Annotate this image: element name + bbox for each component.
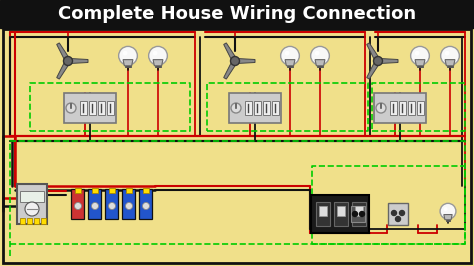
Polygon shape xyxy=(415,60,425,66)
Bar xyxy=(287,65,293,68)
Bar xyxy=(126,188,132,193)
Polygon shape xyxy=(285,60,295,66)
Circle shape xyxy=(231,103,241,113)
Bar xyxy=(27,218,32,224)
Circle shape xyxy=(445,51,449,56)
Bar xyxy=(408,101,415,115)
Bar xyxy=(41,218,46,224)
Bar xyxy=(155,65,161,68)
Circle shape xyxy=(230,56,239,65)
Bar xyxy=(0,0,474,28)
Circle shape xyxy=(440,203,456,219)
Circle shape xyxy=(353,211,357,217)
Bar xyxy=(229,93,281,123)
Circle shape xyxy=(376,103,386,113)
Polygon shape xyxy=(57,61,69,79)
Circle shape xyxy=(118,46,137,65)
Circle shape xyxy=(410,46,429,65)
Circle shape xyxy=(374,56,383,65)
Polygon shape xyxy=(315,60,325,66)
Polygon shape xyxy=(70,59,88,64)
Bar xyxy=(34,218,39,224)
Circle shape xyxy=(392,210,396,215)
Bar xyxy=(446,219,450,221)
Circle shape xyxy=(66,103,76,113)
Polygon shape xyxy=(224,43,236,61)
Bar xyxy=(20,218,25,224)
Bar xyxy=(89,189,101,219)
Bar xyxy=(75,188,81,193)
Circle shape xyxy=(310,46,329,65)
Circle shape xyxy=(123,51,128,56)
Circle shape xyxy=(395,217,401,222)
Bar xyxy=(139,189,153,219)
Bar xyxy=(143,188,149,193)
Bar xyxy=(447,65,453,68)
Polygon shape xyxy=(153,60,163,66)
Bar xyxy=(17,184,47,224)
Polygon shape xyxy=(367,61,379,79)
Circle shape xyxy=(64,56,73,65)
Bar xyxy=(107,101,114,115)
Bar xyxy=(263,101,270,115)
Bar xyxy=(245,101,252,115)
Bar xyxy=(272,101,279,115)
Circle shape xyxy=(143,202,149,210)
Circle shape xyxy=(109,202,116,210)
Bar xyxy=(417,101,424,115)
Bar xyxy=(352,202,366,226)
Bar xyxy=(89,101,96,115)
Polygon shape xyxy=(224,61,236,79)
Circle shape xyxy=(315,51,319,56)
Circle shape xyxy=(359,211,365,217)
Bar xyxy=(125,65,131,68)
Bar xyxy=(399,101,406,115)
Bar xyxy=(351,206,365,222)
Bar xyxy=(64,93,116,123)
Bar xyxy=(390,101,397,115)
Bar xyxy=(337,206,345,216)
Bar xyxy=(20,191,44,202)
Bar xyxy=(316,202,330,226)
Bar xyxy=(80,101,87,115)
Circle shape xyxy=(281,46,300,65)
Polygon shape xyxy=(57,43,69,61)
Bar xyxy=(72,189,84,219)
Bar xyxy=(319,206,327,216)
Circle shape xyxy=(444,207,447,211)
Bar xyxy=(92,188,98,193)
Bar xyxy=(388,203,408,225)
Bar xyxy=(109,188,115,193)
Circle shape xyxy=(285,51,290,56)
Polygon shape xyxy=(445,60,455,66)
Bar xyxy=(106,189,118,219)
Bar xyxy=(355,206,363,216)
Polygon shape xyxy=(123,60,133,66)
Circle shape xyxy=(126,202,133,210)
Bar xyxy=(254,101,261,115)
Polygon shape xyxy=(380,59,398,64)
Circle shape xyxy=(25,202,39,216)
Circle shape xyxy=(415,51,419,56)
Circle shape xyxy=(400,210,404,215)
Bar xyxy=(3,29,471,263)
Bar xyxy=(417,65,423,68)
Text: Complete House Wiring Connection: Complete House Wiring Connection xyxy=(58,5,416,23)
Polygon shape xyxy=(367,43,379,61)
Bar xyxy=(98,101,105,115)
Circle shape xyxy=(74,202,82,210)
Polygon shape xyxy=(237,59,255,64)
Bar xyxy=(317,65,323,68)
Circle shape xyxy=(91,202,99,210)
Circle shape xyxy=(153,51,157,56)
Bar xyxy=(374,93,426,123)
Bar xyxy=(122,189,136,219)
Bar xyxy=(311,195,369,233)
Circle shape xyxy=(441,46,459,65)
Polygon shape xyxy=(444,215,452,220)
Bar xyxy=(334,202,348,226)
Circle shape xyxy=(149,46,167,65)
